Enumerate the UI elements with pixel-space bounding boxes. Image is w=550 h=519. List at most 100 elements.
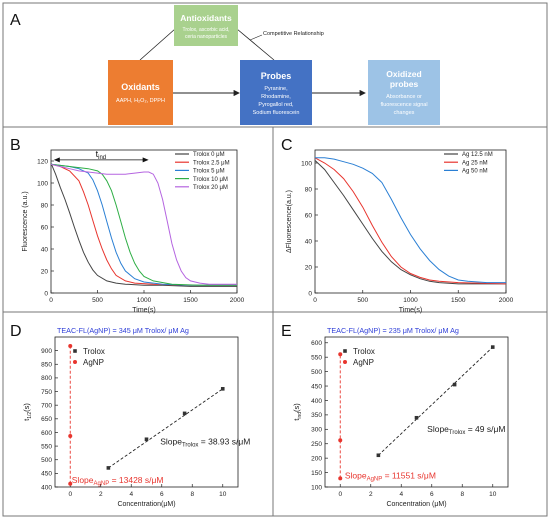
chart-d: 0 2 4 6 8 10 400 450 500 550 600 650 700 750 800 850 900…	[22, 326, 250, 508]
x-axis-label: Concentration (μM)	[386, 501, 446, 508]
antioxidants-box	[174, 5, 238, 46]
panel-e-frame	[272, 311, 548, 517]
x-tick-label: 6	[160, 491, 164, 498]
agnp-point	[68, 434, 73, 438]
y-tick-label: 100	[311, 484, 322, 491]
y-axis-label: Fluorescence (a.u.)	[22, 191, 29, 251]
legend-swatch-agnp	[73, 360, 77, 364]
x-axis-label: Time(s)	[132, 307, 155, 314]
trolox-point	[452, 382, 457, 387]
y-tick-label: 600	[41, 430, 52, 437]
y-tick-label: 800	[41, 375, 52, 382]
x-tick-label: 500	[92, 297, 103, 304]
x-tick-label: 2000	[499, 297, 514, 304]
slope-trolox-label: SlopeTrolox = 38.93 s/μM	[160, 437, 250, 449]
series-line	[50, 163, 237, 286]
y-tick-label: 250	[311, 441, 322, 448]
y-tick-label: 550	[41, 443, 52, 450]
probes-line-1: Pyranine,	[264, 86, 288, 92]
trolox-point	[376, 453, 381, 458]
relation-label: Competitive Relationship	[263, 31, 324, 37]
x-tick-label: 1000	[403, 297, 418, 304]
panel-letter-e: E	[281, 323, 292, 340]
x-tick-label: 500	[357, 297, 368, 304]
oxidized-line-3: changes	[394, 110, 415, 116]
x-tick-label: 2	[369, 491, 373, 498]
legend-label: Trolox 20 μM	[193, 185, 228, 191]
tind-arrow-right	[142, 157, 149, 163]
x-tick-label: 0	[313, 297, 317, 304]
y-tick-label: 450	[41, 471, 52, 478]
chart-e: 0 2 4 6 8 10 100 150 200 250 300 350 400 450 500 550 600…	[292, 326, 509, 508]
agnp-point	[68, 481, 73, 486]
y-tick-label: 700	[41, 402, 52, 409]
y-tick-label: 450	[311, 383, 322, 390]
y-tick-label: 60	[41, 224, 49, 231]
chart-header: TEAC-FL(AgNP) = 345 μM Trolox/ μM Ag	[57, 326, 189, 335]
trolox-point	[220, 387, 225, 391]
chart-b: 0 500 1000 1500 2000 0 20 40 60 80 100 120 Time(s) Fl…	[22, 149, 245, 314]
legend-label: Trolox 2.5 μM	[193, 160, 230, 166]
x-tick-label: 4	[399, 491, 403, 498]
panel-letter-d: D	[10, 323, 22, 340]
trolox-point	[144, 437, 149, 442]
y-tick-label: 200	[311, 455, 322, 462]
y-tick-label: 650	[41, 416, 52, 423]
oxidants-line-1: AAPH, H₂O₂, DPPH	[116, 98, 165, 104]
y-tick-label: 400	[311, 398, 322, 405]
oxidized-title-1: Oxidized	[386, 69, 421, 79]
trolox-fit-line	[108, 388, 224, 469]
legend-label: Trolox 5 μM	[193, 169, 225, 175]
trolox-point	[414, 415, 419, 420]
agnp-point	[338, 352, 343, 357]
x-axis-label: Concentration(μM)	[117, 501, 175, 508]
legend-label: Trolox 10 μM	[193, 177, 228, 183]
x-tick-label: 1000	[137, 297, 152, 304]
legend-swatch-agnp	[343, 360, 347, 364]
slope-agnp-label: SlopeAgNP = 13428 s/μM	[72, 475, 164, 487]
antioxidants-line-1: Trolox, ascorbic acid,	[182, 27, 229, 33]
y-tick-label: 100	[37, 180, 48, 187]
legend-label-agnp: AgNP	[353, 358, 374, 367]
oxidants-title: Oxidants	[121, 82, 160, 92]
series-line	[50, 163, 237, 286]
probes-title: Probes	[261, 71, 292, 81]
legend-label: Ag 12.5 nM	[462, 152, 493, 158]
link-antioxidants-probes	[236, 28, 275, 61]
x-tick-label: 4	[129, 491, 133, 498]
y-tick-label: 850	[41, 362, 52, 369]
diagram: Antioxidants Trolox, ascorbic acid, ceri…	[108, 5, 440, 125]
x-tick-label: 2	[99, 491, 103, 498]
x-tick-label: 1500	[451, 297, 466, 304]
series-line	[50, 163, 237, 286]
link-oxidants-antioxidants	[139, 28, 176, 61]
y-tick-label: 500	[41, 457, 52, 464]
agnp-point	[338, 476, 343, 481]
oxidized-line-2: fluorescence signal	[380, 102, 427, 108]
y-tick-label: 80	[41, 202, 49, 209]
series-line	[50, 163, 237, 285]
x-tick-label: 0	[68, 491, 72, 498]
series-line	[315, 157, 506, 284]
y-tick-label: 300	[311, 427, 322, 434]
x-axis-label: Time(s)	[399, 307, 422, 314]
legend-swatch-trolox	[343, 349, 347, 353]
oxidized-line-1: Absorbance or	[386, 94, 422, 100]
trolox-point	[182, 411, 187, 416]
slope-agnp-label: SlopeAgNP = 11551 s/μM	[345, 470, 436, 482]
tind-arrow-left	[53, 157, 60, 163]
y-tick-label: 500	[311, 369, 322, 376]
y-tick-label: 0	[308, 290, 312, 297]
oxidants-box	[108, 60, 173, 125]
panel-letter-a: A	[10, 12, 21, 29]
slope-trolox-label: SlopeTrolox = 49 s/μM	[427, 424, 505, 436]
oxidized-box	[368, 60, 440, 125]
x-tick-label: 0	[338, 491, 342, 498]
y-axis-label: tind(s)	[292, 403, 303, 421]
tind-label: tind	[96, 149, 107, 161]
relation-pointer	[249, 34, 263, 41]
legend-swatch-trolox	[73, 349, 77, 353]
y-tick-label: 100	[301, 160, 312, 167]
trolox-point	[106, 466, 111, 470]
